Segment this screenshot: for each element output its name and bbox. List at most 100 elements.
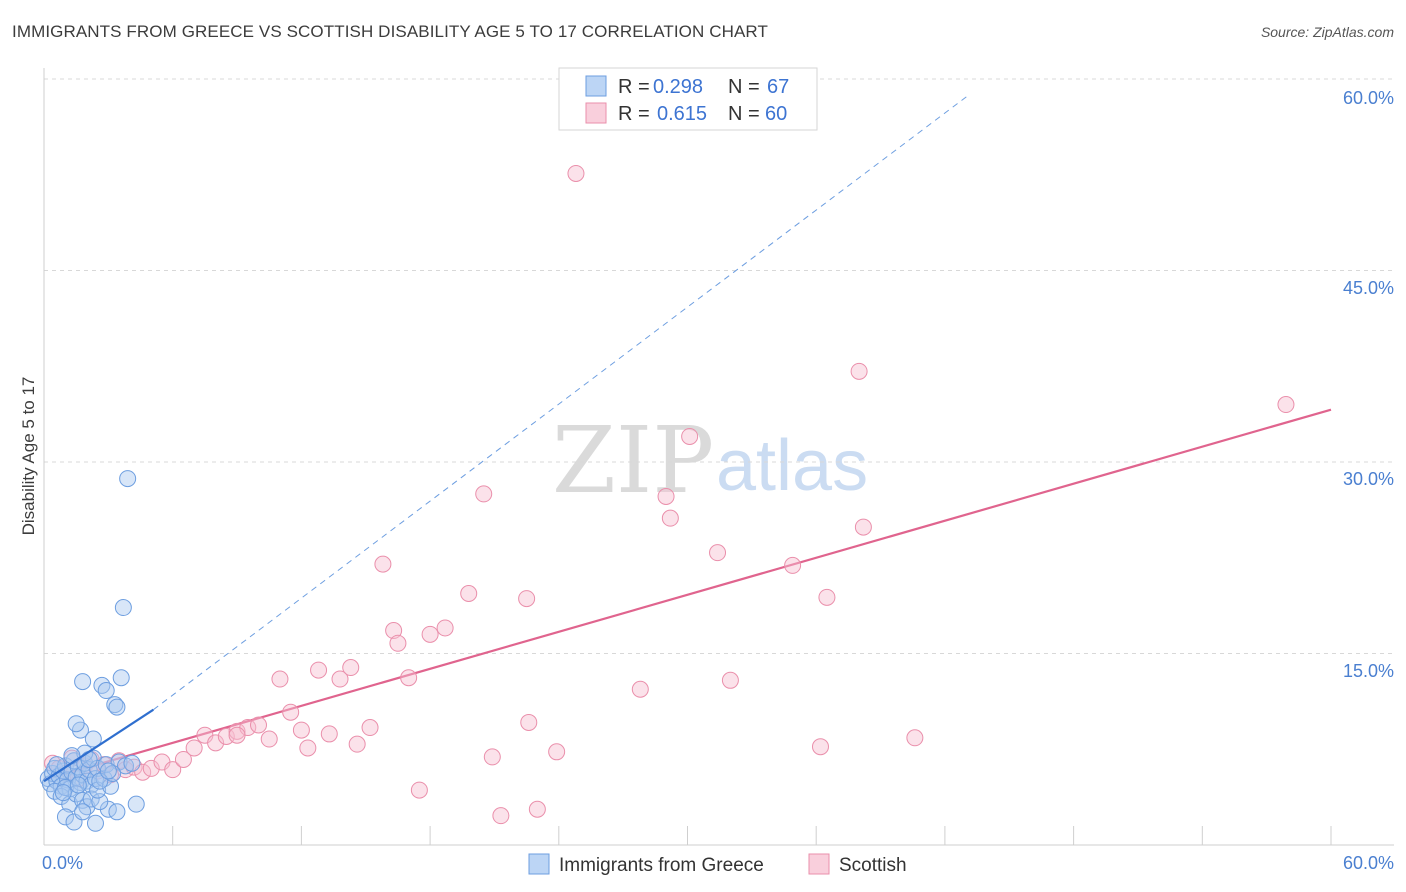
legend-n-value-1: 67 bbox=[767, 76, 789, 98]
scottish-point bbox=[292, 721, 310, 739]
scottish-point bbox=[164, 761, 182, 779]
greece-point bbox=[127, 795, 145, 813]
greece-point bbox=[119, 470, 137, 488]
greece-point bbox=[97, 682, 115, 700]
greece-trend-extension bbox=[153, 96, 967, 711]
scottish-point bbox=[250, 716, 267, 734]
y-axis-label: Disability Age 5 to 17 bbox=[19, 377, 38, 536]
greece-point bbox=[97, 756, 115, 774]
scottish-trend-line bbox=[43, 408, 1332, 781]
greece-points bbox=[39, 470, 154, 832]
legend-swatch-blue bbox=[585, 75, 607, 97]
y-tick-label-60: 60.0% bbox=[1343, 88, 1394, 108]
scottish-point bbox=[520, 713, 538, 731]
scottish-point bbox=[818, 588, 836, 606]
scottish-point bbox=[174, 750, 192, 768]
legend-n-value-2: 60 bbox=[765, 103, 787, 125]
greece-point bbox=[99, 762, 117, 780]
scottish-point bbox=[661, 509, 679, 527]
scottish-point bbox=[906, 729, 924, 747]
scottish-point bbox=[142, 759, 160, 777]
scottish-point bbox=[421, 625, 439, 643]
x-axis-ticks bbox=[172, 826, 1332, 845]
greece-point bbox=[86, 814, 104, 832]
greece-point bbox=[69, 776, 87, 794]
series-legend-label-greece[interactable]: Immigrants from Greece bbox=[559, 855, 764, 876]
scottish-point bbox=[784, 556, 802, 574]
scottish-point bbox=[681, 427, 699, 445]
greece-point bbox=[74, 673, 92, 691]
scottish-point bbox=[548, 743, 566, 761]
scottish-point bbox=[436, 619, 454, 637]
scottish-point bbox=[282, 703, 300, 721]
y-tick-label-45: 45.0% bbox=[1343, 278, 1394, 298]
scottish-point bbox=[518, 590, 536, 608]
scottish-point bbox=[361, 719, 379, 737]
scottish-point bbox=[207, 734, 225, 752]
legend-n-label-1: N = bbox=[728, 76, 760, 98]
greece-trend-line bbox=[43, 708, 154, 783]
legend-r-label-2: R = bbox=[618, 103, 650, 125]
scottish-point bbox=[475, 485, 493, 503]
trend-lines bbox=[43, 96, 1332, 781]
watermark-atlas: atlas bbox=[716, 426, 868, 506]
x-tick-label-max: 60.0% bbox=[1343, 853, 1394, 873]
greece-point bbox=[89, 759, 107, 777]
greece-point bbox=[106, 696, 124, 714]
chart-title: IMMIGRANTS FROM GREECE VS SCOTTISH DISAB… bbox=[12, 22, 768, 41]
scottish-point bbox=[811, 738, 829, 756]
scottish-point bbox=[320, 725, 338, 743]
series-legend-label-scottish[interactable]: Scottish bbox=[839, 855, 907, 876]
series-legend-swatch-scottish[interactable] bbox=[808, 853, 830, 875]
legend-r-value-1: 0.298 bbox=[653, 76, 703, 98]
scottish-point bbox=[385, 622, 403, 640]
series-legend-swatch-greece[interactable] bbox=[528, 853, 550, 875]
scottish-point bbox=[260, 730, 278, 748]
scottish-point bbox=[331, 670, 349, 688]
source-label: Source: ZipAtlas.com bbox=[1260, 24, 1394, 40]
greece-point bbox=[67, 715, 85, 733]
scottish-point bbox=[342, 659, 360, 677]
stats-legend: R = 0.298 N = 67 R = 0.615 N = 60 bbox=[558, 67, 818, 131]
greece-point bbox=[56, 808, 74, 826]
watermark-zip: ZIP bbox=[552, 407, 714, 514]
scottish-point bbox=[310, 661, 328, 679]
scottish-point bbox=[1277, 396, 1295, 414]
greece-point bbox=[54, 784, 72, 802]
gridlines bbox=[44, 78, 1394, 654]
scottish-point bbox=[271, 670, 289, 688]
scottish-point bbox=[567, 164, 585, 182]
greece-point bbox=[84, 730, 102, 748]
scottish-points bbox=[44, 164, 1295, 825]
scottish-point bbox=[185, 739, 203, 757]
scottish-point bbox=[374, 555, 392, 573]
legend-r-value-2: 0.615 bbox=[657, 103, 707, 125]
greece-point bbox=[108, 698, 126, 716]
greece-point bbox=[123, 754, 141, 772]
scottish-point bbox=[299, 739, 317, 757]
scottish-point bbox=[217, 727, 235, 745]
greece-point bbox=[112, 669, 130, 687]
scottish-point bbox=[228, 722, 246, 740]
legend-r-label-1: R = bbox=[618, 76, 650, 98]
scottish-point bbox=[631, 680, 649, 698]
scottish-point bbox=[400, 669, 418, 687]
scottish-point bbox=[492, 807, 510, 825]
scottish-point bbox=[854, 518, 872, 536]
greece-point bbox=[108, 803, 126, 821]
scottish-point bbox=[709, 544, 727, 562]
x-tick-label-min: 0.0% bbox=[42, 853, 83, 873]
scottish-point bbox=[228, 726, 246, 744]
greece-point bbox=[63, 747, 81, 765]
scottish-point bbox=[410, 781, 428, 799]
scottish-point bbox=[389, 634, 407, 652]
legend-n-label-2: N = bbox=[728, 103, 760, 125]
scottish-point bbox=[483, 748, 501, 766]
scottish-point bbox=[721, 671, 739, 689]
scottish-point bbox=[657, 487, 675, 505]
greece-point bbox=[80, 750, 98, 768]
scottish-point bbox=[348, 735, 366, 753]
scottish-point bbox=[528, 800, 546, 818]
greece-point bbox=[114, 599, 132, 617]
